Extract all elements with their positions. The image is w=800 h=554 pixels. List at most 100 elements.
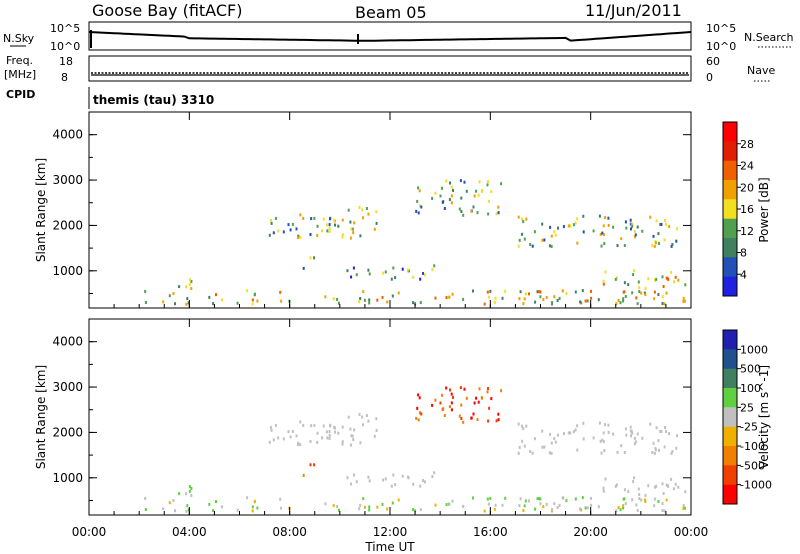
velocity-echo [625, 433, 628, 437]
velocity-echo [536, 497, 539, 501]
power-echo [269, 219, 272, 222]
power-echo [627, 283, 630, 287]
velocity-echo [633, 442, 636, 446]
power-echo [460, 196, 463, 200]
velocity-echo [615, 483, 618, 487]
velocity-echo [557, 433, 559, 437]
power-echo [351, 227, 354, 231]
velocity-echo [584, 506, 587, 510]
power-ylabel: Slant Range [km] [34, 158, 48, 262]
power-echo [448, 295, 451, 299]
velocity-echo [521, 439, 524, 443]
velocity-echo [475, 396, 478, 400]
power-echo [322, 217, 325, 221]
power-panel-frame [88, 111, 692, 309]
velocity-echo [368, 479, 371, 483]
velocity-echo [602, 440, 605, 444]
power-echo [473, 194, 476, 198]
velocity-echo [561, 496, 564, 500]
power-echo [497, 211, 500, 215]
power-echo [190, 280, 193, 283]
velocity-echo [168, 501, 171, 505]
velocity-echo [565, 499, 568, 503]
velocity-echo [655, 484, 658, 488]
power-echo [665, 291, 668, 295]
power-echo [638, 286, 641, 290]
velocity-echo [302, 473, 305, 477]
velocity-echo [423, 480, 426, 484]
velocity-echo [309, 440, 312, 443]
power-echo [313, 216, 316, 220]
power-echo [683, 299, 686, 303]
velocity-echo [478, 387, 481, 391]
velocity-echo [631, 431, 634, 435]
velocity-echo [473, 401, 476, 405]
power-echo [309, 233, 312, 236]
power-echo [523, 297, 526, 301]
colorbar-tick-label: 500 [740, 363, 761, 376]
power-echo [494, 296, 497, 300]
velocity-echo [321, 436, 323, 440]
power-echo [539, 295, 542, 299]
power-echo [590, 289, 592, 293]
velocity-echo [647, 484, 650, 488]
velocity-echo [144, 508, 147, 511]
velocity-echo [663, 509, 666, 513]
colorbar-tick-label: 8 [740, 247, 747, 260]
velocity-echo [418, 396, 421, 400]
power-echo [644, 286, 647, 290]
y-tick-label: 4000 [52, 128, 83, 142]
colorbar-tick-label: -500 [740, 459, 765, 472]
power-echo [362, 216, 364, 220]
colorbar-tick-label: -100 [740, 440, 765, 453]
power-echo [188, 282, 191, 286]
power-echo [186, 297, 189, 301]
velocity-echo [185, 509, 188, 513]
power-echo [172, 292, 175, 295]
power-echo [600, 244, 603, 248]
power-echo [676, 227, 679, 231]
velocity-echo [359, 504, 362, 507]
power-echo [617, 299, 620, 302]
power-echo [550, 244, 553, 248]
power-echo [659, 223, 662, 226]
power-echo [486, 183, 489, 187]
power-echo [280, 299, 283, 303]
velocity-echo [657, 439, 660, 443]
velocity-echo [412, 482, 415, 486]
velocity-echo [448, 502, 451, 506]
velocity-echo [349, 443, 352, 447]
power-echo [562, 225, 565, 229]
velocity-echo [614, 484, 617, 488]
velocity-echo [299, 420, 302, 424]
power-echo [615, 302, 618, 306]
power-echo [630, 222, 633, 226]
power-echo [553, 295, 556, 299]
y-tick-label: 2000 [52, 218, 83, 232]
velocity-echo [487, 502, 490, 506]
power-echo [449, 181, 451, 185]
velocity-echo [336, 505, 339, 508]
power-echo [661, 302, 664, 305]
power-echo [392, 266, 395, 270]
power-echo [282, 230, 285, 234]
velocity-echo [569, 431, 572, 435]
velocity-echo [334, 430, 336, 434]
velocity-echo [543, 445, 546, 449]
colorbar-tick-label: 16 [740, 203, 754, 216]
power-echo [582, 230, 585, 234]
power-echo [460, 210, 463, 213]
velocity-echo [353, 428, 356, 432]
velocity-echo [352, 438, 355, 442]
velocity-echo [309, 463, 312, 467]
velocity-echo [417, 418, 420, 422]
velocity-echo [629, 425, 632, 429]
velocity-echo [518, 445, 521, 449]
power-echo [268, 233, 271, 237]
power-echo [497, 205, 500, 209]
power-echo [472, 289, 474, 293]
velocity-echo [572, 430, 575, 434]
velocity-echo [590, 496, 592, 500]
power-echo [328, 223, 331, 227]
velocity-echo [401, 474, 404, 478]
